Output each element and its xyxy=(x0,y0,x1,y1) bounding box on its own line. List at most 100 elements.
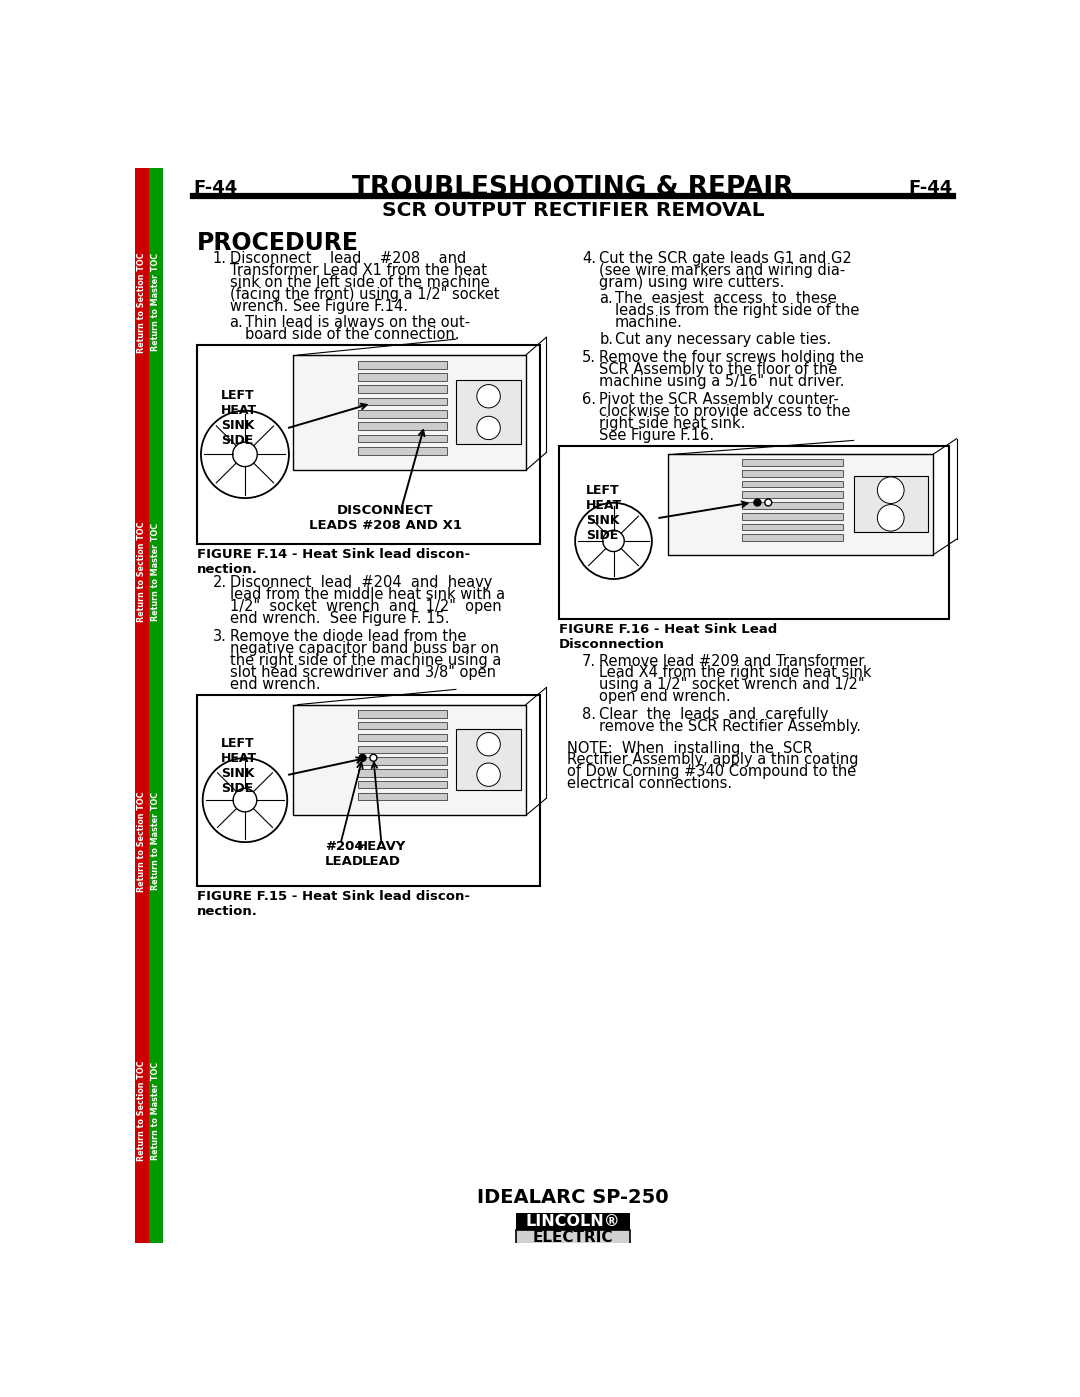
Text: remove the SCR Rectifier Assembly.: remove the SCR Rectifier Assembly. xyxy=(599,719,861,735)
Text: 4.: 4. xyxy=(582,251,596,265)
Circle shape xyxy=(477,416,500,440)
Text: Cut the SCR gate leads G1 and G2: Cut the SCR gate leads G1 and G2 xyxy=(599,251,852,265)
Text: Return to Master TOC: Return to Master TOC xyxy=(151,792,161,890)
Text: clockwise to provide access to the: clockwise to provide access to the xyxy=(599,404,851,419)
Text: Rectifier Assembly, apply a thin coating: Rectifier Assembly, apply a thin coating xyxy=(567,753,859,767)
Circle shape xyxy=(232,443,257,467)
Bar xyxy=(742,513,843,520)
Circle shape xyxy=(359,754,366,761)
Text: LINCOLN®: LINCOLN® xyxy=(526,1214,620,1229)
Text: FIGURE F.15 - Heat Sink lead discon-
nection.: FIGURE F.15 - Heat Sink lead discon- nec… xyxy=(197,890,470,918)
Text: open end wrench.: open end wrench. xyxy=(599,689,731,704)
Text: Clear  the  leads  and  carefully: Clear the leads and carefully xyxy=(599,707,828,722)
Text: F-44: F-44 xyxy=(908,179,953,197)
Text: 1/2"  socket  wrench  and  1/2"  open: 1/2" socket wrench and 1/2" open xyxy=(230,599,501,615)
Circle shape xyxy=(754,499,761,506)
Text: Return to Section TOC: Return to Section TOC xyxy=(137,1060,147,1161)
Text: of Dow Corning #340 Compound to the: of Dow Corning #340 Compound to the xyxy=(567,764,856,780)
Text: F-44: F-44 xyxy=(193,179,238,197)
Text: the right side of the machine using a: the right side of the machine using a xyxy=(230,654,501,668)
Bar xyxy=(197,696,540,886)
Circle shape xyxy=(201,411,289,499)
Text: Return to Section TOC: Return to Section TOC xyxy=(137,521,147,622)
Text: 8.: 8. xyxy=(582,707,596,722)
Text: 5.: 5. xyxy=(582,349,596,365)
Text: The  easiest  access  to  these: The easiest access to these xyxy=(615,291,837,306)
Bar xyxy=(742,502,843,509)
Text: 3.: 3. xyxy=(213,629,227,644)
Bar xyxy=(359,710,447,718)
Circle shape xyxy=(477,763,500,787)
Bar xyxy=(359,781,447,788)
Circle shape xyxy=(233,788,257,812)
Bar xyxy=(742,481,843,488)
Text: using a 1/2" socket wrench and 1/2": using a 1/2" socket wrench and 1/2" xyxy=(599,678,865,693)
Text: ELECTRIC: ELECTRIC xyxy=(532,1231,613,1246)
Bar xyxy=(359,409,447,418)
Text: Thin lead is always on the out-: Thin lead is always on the out- xyxy=(245,316,470,330)
Text: NOTE:  When  installing  the  SCR: NOTE: When installing the SCR xyxy=(567,740,812,756)
Bar xyxy=(359,398,447,405)
Text: Disconnect  lead  #204  and  heavy: Disconnect lead #204 and heavy xyxy=(230,576,491,591)
Text: board side of the connection.: board side of the connection. xyxy=(245,327,460,342)
Bar xyxy=(359,793,447,800)
Bar xyxy=(742,492,843,499)
Text: Lead X4 from the right side heat sink: Lead X4 from the right side heat sink xyxy=(599,665,872,680)
Text: lead from the middle heat sink with a: lead from the middle heat sink with a xyxy=(230,587,504,602)
Bar xyxy=(515,1214,631,1231)
Bar xyxy=(359,386,447,393)
Bar xyxy=(742,524,843,531)
Text: Return to Master TOC: Return to Master TOC xyxy=(151,1062,161,1160)
Circle shape xyxy=(203,759,287,842)
Bar xyxy=(359,770,447,777)
Circle shape xyxy=(603,531,624,552)
Text: Transformer Lead X1 from the heat: Transformer Lead X1 from the heat xyxy=(230,263,487,278)
Text: slot head screwdriver and 3/8" open: slot head screwdriver and 3/8" open xyxy=(230,665,496,680)
Bar xyxy=(359,360,447,369)
Circle shape xyxy=(576,503,652,578)
Bar xyxy=(359,373,447,381)
Text: SCR Assembly to the floor of the: SCR Assembly to the floor of the xyxy=(599,362,837,377)
Text: 1.: 1. xyxy=(213,251,227,265)
Text: Remove lead #209 and Transformer: Remove lead #209 and Transformer xyxy=(599,654,865,669)
Text: PROCEDURE: PROCEDURE xyxy=(197,231,359,254)
Text: wrench. See Figure F.14.: wrench. See Figure F.14. xyxy=(230,299,407,313)
Text: Return to Master TOC: Return to Master TOC xyxy=(151,522,161,620)
Bar xyxy=(135,168,149,1243)
Bar xyxy=(742,534,843,541)
Bar xyxy=(669,454,933,555)
Text: machine.: machine. xyxy=(615,316,683,330)
Text: LEFT
HEAT
SINK
SIDE: LEFT HEAT SINK SIDE xyxy=(221,388,257,447)
Text: end wrench.: end wrench. xyxy=(230,678,320,692)
Text: machine using a 5/16" nut driver.: machine using a 5/16" nut driver. xyxy=(599,373,845,388)
Bar xyxy=(456,380,522,444)
Text: HEAVY
LEAD: HEAVY LEAD xyxy=(356,840,406,868)
Text: 6.: 6. xyxy=(582,391,596,407)
Text: IDEALARC SP-250: IDEALARC SP-250 xyxy=(477,1189,669,1207)
Circle shape xyxy=(877,476,904,503)
Text: FIGURE F.14 - Heat Sink lead discon-
nection.: FIGURE F.14 - Heat Sink lead discon- nec… xyxy=(197,548,470,576)
Bar xyxy=(149,168,163,1243)
Circle shape xyxy=(877,504,904,531)
Text: #204
LEAD: #204 LEAD xyxy=(325,840,364,868)
Bar xyxy=(559,446,948,619)
Text: DISCONNECT
LEADS #208 AND X1: DISCONNECT LEADS #208 AND X1 xyxy=(309,504,462,532)
Text: Disconnect    lead    #208    and: Disconnect lead #208 and xyxy=(230,251,465,265)
Text: TROUBLESHOOTING & REPAIR: TROUBLESHOOTING & REPAIR xyxy=(352,175,794,201)
Bar xyxy=(293,355,526,471)
Text: FIGURE F.16 - Heat Sink Lead
Disconnection: FIGURE F.16 - Heat Sink Lead Disconnecti… xyxy=(559,623,778,651)
Bar xyxy=(515,1231,631,1246)
Bar xyxy=(742,469,843,476)
Text: Return to Section TOC: Return to Section TOC xyxy=(137,791,147,891)
Text: gram) using wire cutters.: gram) using wire cutters. xyxy=(599,275,784,289)
Bar xyxy=(359,434,447,443)
Bar xyxy=(359,422,447,430)
Text: a.: a. xyxy=(230,316,243,330)
Bar xyxy=(456,729,522,789)
Text: SCR OUTPUT RECTIFIER REMOVAL: SCR OUTPUT RECTIFIER REMOVAL xyxy=(381,201,765,221)
Text: Return to Section TOC: Return to Section TOC xyxy=(137,251,147,352)
Text: b.: b. xyxy=(599,331,613,346)
Text: Remove the four screws holding the: Remove the four screws holding the xyxy=(599,349,864,365)
Text: LEFT
HEAT
SINK
SIDE: LEFT HEAT SINK SIDE xyxy=(586,483,622,542)
Text: a.: a. xyxy=(599,291,613,306)
